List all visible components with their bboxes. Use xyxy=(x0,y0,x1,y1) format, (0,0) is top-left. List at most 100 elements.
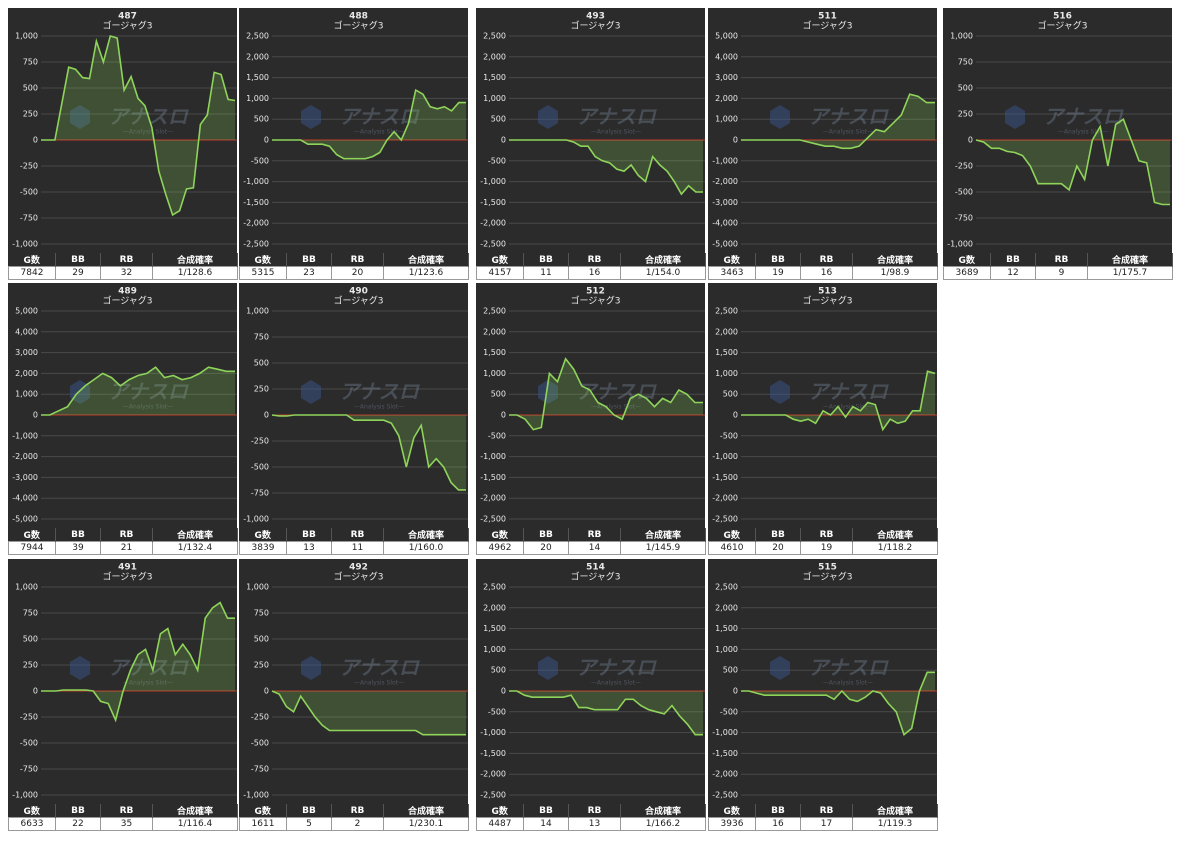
header-cell: RB xyxy=(100,253,153,267)
y-tick-label: 500 xyxy=(23,84,38,93)
watermark: アナスロ—Analysis Slot— xyxy=(538,656,658,687)
chart-title: 488 xyxy=(349,12,368,22)
y-tick-label: -750 xyxy=(955,214,973,223)
data-row: 3839 13 11 1/160.0 xyxy=(239,541,469,555)
stats-table: G数 BB RB 合成確率 7944 39 21 1/132.4 xyxy=(8,528,238,555)
header-cell: G数 xyxy=(708,804,756,818)
y-tick-label: -2,000 xyxy=(480,770,506,779)
line xyxy=(509,357,703,431)
watermark: アナスロ—Analysis Slot— xyxy=(538,380,658,411)
header-cell: BB xyxy=(990,253,1036,267)
y-tick-label: 0 xyxy=(33,136,38,145)
data-cell: 11 xyxy=(523,266,569,280)
data-cell: 20 xyxy=(523,541,569,555)
data-cell: 13 xyxy=(568,817,621,831)
y-tick-label: -1,000 xyxy=(243,177,269,186)
y-tick-label: 2,500 xyxy=(483,32,506,41)
y-tick-label: 2,500 xyxy=(715,307,738,316)
chart-panel: 487 ゴージャグ3 1,000 750 500 250 0 -250 -500 -750 -1,0… xyxy=(8,8,238,280)
y-tick-label: -1,000 xyxy=(243,791,269,800)
data-cell: 4962 xyxy=(476,541,524,555)
y-tick-label: 1,000 xyxy=(15,390,38,399)
data-row: 4610 20 19 1/118.2 xyxy=(708,541,938,555)
y-tick-label: 2,000 xyxy=(715,94,738,103)
watermark-tagline: —Analysis Slot— xyxy=(823,129,873,136)
chart-panel: 492 ゴージャグ3 1,000 750 500 250 0 -250 -500 -750 -1,0… xyxy=(239,559,469,831)
line xyxy=(41,601,235,723)
watermark-tagline: —Analysis Slot— xyxy=(591,404,641,411)
y-tick-label: 2,000 xyxy=(483,603,506,612)
watermark-logo xyxy=(538,105,558,129)
header-cell: RB xyxy=(800,253,853,267)
data-row: 7842 29 32 1/128.6 xyxy=(8,266,238,280)
y-tick-label: -500 xyxy=(955,188,973,197)
y-tick-label: -2,000 xyxy=(712,770,738,779)
chart-subtitle: ゴージャグ3 xyxy=(802,571,852,583)
y-tick-label: -1,000 xyxy=(712,156,738,165)
data-cell: 1611 xyxy=(239,817,287,831)
header-cell: RB xyxy=(800,804,853,818)
chart-subtitle: ゴージャグ3 xyxy=(333,20,383,32)
header-cell: 合成確率 xyxy=(852,804,938,818)
y-tick-label: 0 xyxy=(733,411,738,420)
y-tick-label: 0 xyxy=(264,136,269,145)
watermark: アナスロ—Analysis Slot— xyxy=(770,656,890,687)
data-cell: 7842 xyxy=(8,266,56,280)
data-cell: 6633 xyxy=(8,817,56,831)
y-tick-label: 2,500 xyxy=(483,583,506,592)
data-cell: 19 xyxy=(800,541,853,555)
header-cell: RB xyxy=(568,528,621,542)
watermark: アナスロ—Analysis Slot— xyxy=(538,105,658,136)
stats-table: G数 BB RB 合成確率 6633 22 35 1/116.4 xyxy=(8,804,238,831)
watermark-logo xyxy=(770,656,790,680)
header-cell: G数 xyxy=(8,804,56,818)
y-tick-label: -4,000 xyxy=(712,219,738,228)
y-tick-label: -1,000 xyxy=(12,791,38,800)
y-tick-label: -1,500 xyxy=(712,749,738,758)
y-tick-label: 750 xyxy=(254,333,269,342)
y-tick-label: 0 xyxy=(501,411,506,420)
area xyxy=(509,140,703,195)
y-tick-label: -2,000 xyxy=(480,494,506,503)
data-row: 3936 16 17 1/119.3 xyxy=(708,817,938,831)
y-tick-label: 250 xyxy=(254,385,269,394)
line xyxy=(741,93,935,150)
watermark-logo xyxy=(1005,105,1025,129)
y-tick-label: -1,000 xyxy=(12,431,38,440)
line xyxy=(975,117,1170,206)
data-cell: 1/145.9 xyxy=(620,541,706,555)
y-tick-label: -500 xyxy=(251,463,269,472)
y-tick-label: 2,000 xyxy=(15,369,38,378)
data-cell: 4487 xyxy=(476,817,524,831)
y-tick-label: 4,000 xyxy=(715,52,738,61)
header-cell: BB xyxy=(755,528,801,542)
line xyxy=(741,370,936,432)
area xyxy=(741,672,935,735)
y-tick-label: -5,000 xyxy=(712,240,738,249)
y-tick-label: -1,500 xyxy=(480,473,506,482)
data-row: 6633 22 35 1/116.4 xyxy=(8,817,238,831)
data-cell: 1/175.7 xyxy=(1087,266,1173,280)
header-cell: G数 xyxy=(8,253,56,267)
y-tick-label: 3,000 xyxy=(715,73,738,82)
data-cell: 32 xyxy=(100,266,153,280)
data-cell: 4157 xyxy=(476,266,524,280)
y-tick-label: 0 xyxy=(33,411,38,420)
header-cell: RB xyxy=(568,253,621,267)
header-cell: 合成確率 xyxy=(620,528,706,542)
y-tick-label: 1,500 xyxy=(483,624,506,633)
y-tick-label: 3,000 xyxy=(15,348,38,357)
header-cell: RB xyxy=(1035,253,1088,267)
y-tick-label: 0 xyxy=(501,687,506,696)
chart-title: 493 xyxy=(586,12,605,22)
data-cell: 13 xyxy=(286,541,332,555)
header-cell: G数 xyxy=(8,528,56,542)
watermark-logo xyxy=(70,105,90,129)
header-cell: 合成確率 xyxy=(620,804,706,818)
y-tick-label: 2,500 xyxy=(483,307,506,316)
y-tick-label: 2,500 xyxy=(246,32,269,41)
stats-table: G数 BB RB 合成確率 4157 11 16 1/154.0 xyxy=(476,253,706,280)
